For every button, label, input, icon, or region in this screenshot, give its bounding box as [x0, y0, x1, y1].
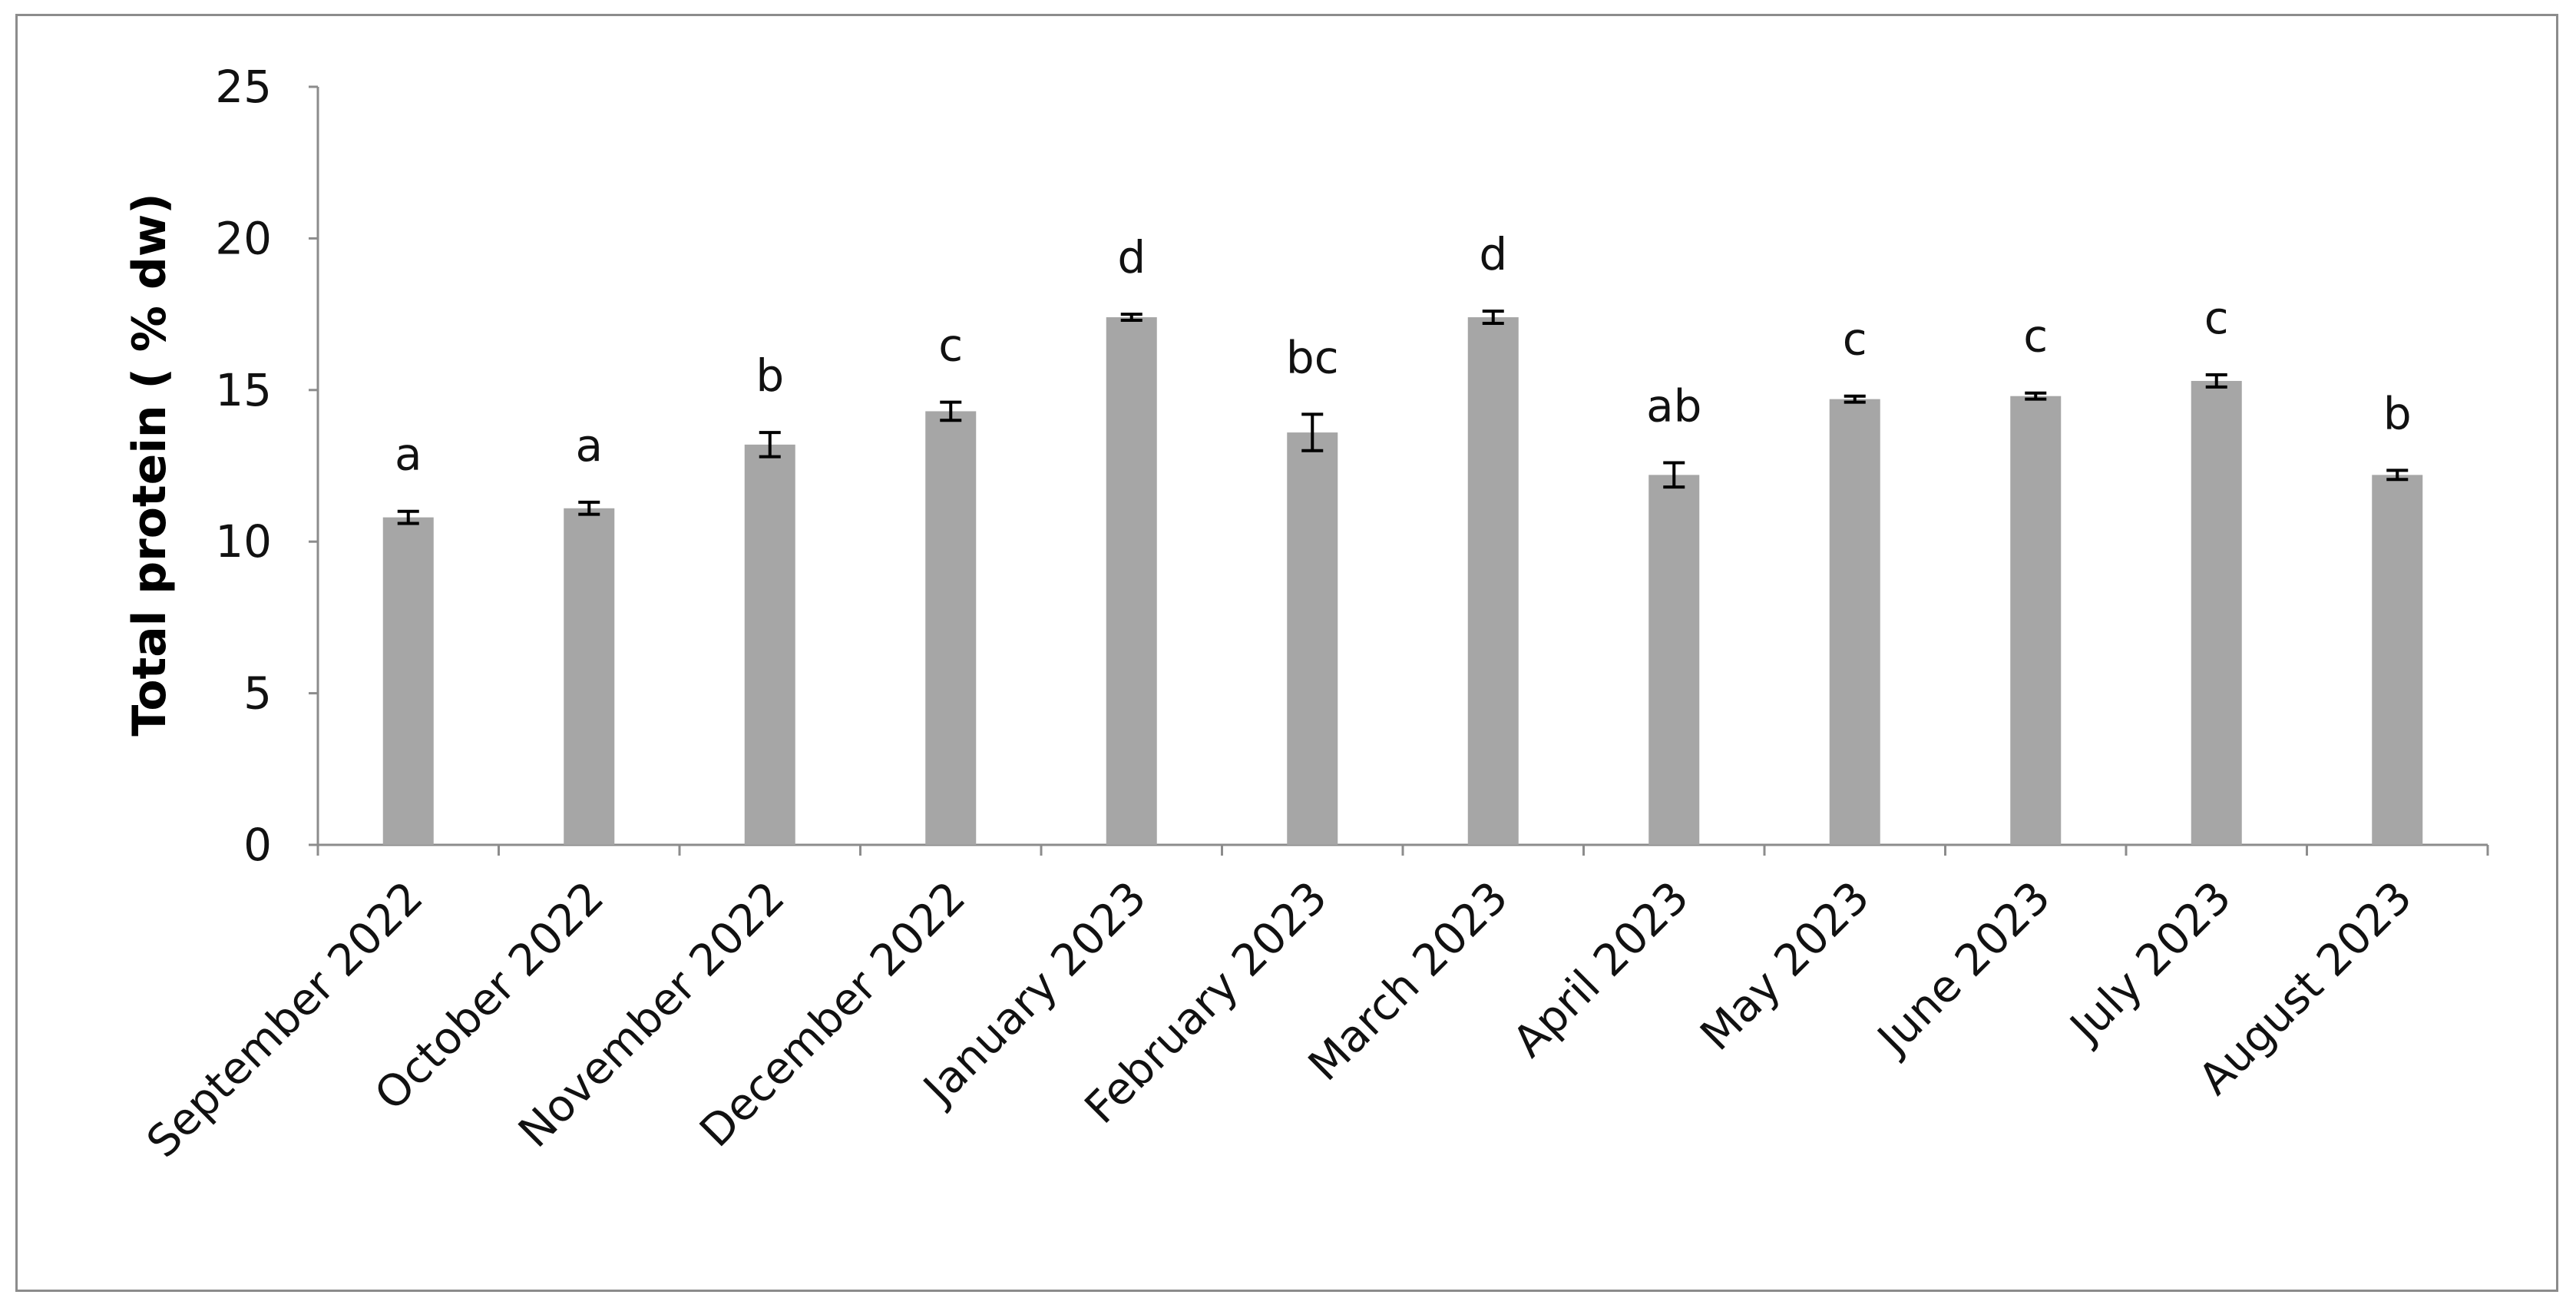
y-tick-label: 10: [215, 515, 272, 568]
y-tick-label: 25: [215, 61, 272, 113]
significance-letter: c: [938, 320, 963, 372]
y-tick-label: 20: [215, 212, 272, 264]
y-tick-label: 0: [243, 819, 272, 871]
y-tick-label: 15: [215, 364, 272, 416]
significance-letter: c: [1843, 313, 1867, 366]
significance-letter: d: [1479, 228, 1507, 280]
bar: [2010, 396, 2062, 845]
significance-letter: a: [395, 429, 422, 481]
y-tick-label: 5: [243, 667, 272, 720]
chart-frame: [15, 14, 2558, 1292]
bar: [2191, 380, 2242, 845]
bar: [1829, 399, 1880, 845]
significance-letter: b: [756, 349, 784, 402]
significance-letter: bc: [1286, 331, 1339, 383]
significance-letter: c: [2023, 310, 2048, 363]
bar: [1287, 432, 1338, 845]
bar: [564, 508, 615, 845]
significance-letter: ab: [1646, 380, 1701, 432]
y-axis-title: Total protein ( % dw): [123, 193, 177, 736]
bar: [382, 517, 434, 845]
bar: [2372, 475, 2423, 845]
bar: [925, 411, 977, 845]
bar: [1467, 317, 1519, 846]
x-category-label: April 2023: [1503, 872, 1698, 1067]
bar: [1106, 317, 1157, 846]
x-category-label: September 2022: [137, 872, 433, 1167]
x-category-label: May 2023: [1691, 872, 1879, 1060]
x-category-label: June 2023: [1867, 872, 2060, 1065]
x-category-label: July 2023: [2059, 872, 2241, 1054]
significance-letter: b: [2383, 387, 2412, 439]
significance-letter: d: [1117, 231, 1146, 283]
bar: [1648, 475, 1700, 845]
significance-letter: c: [2204, 292, 2229, 344]
bar: [744, 444, 795, 845]
significance-letter: a: [575, 419, 603, 472]
